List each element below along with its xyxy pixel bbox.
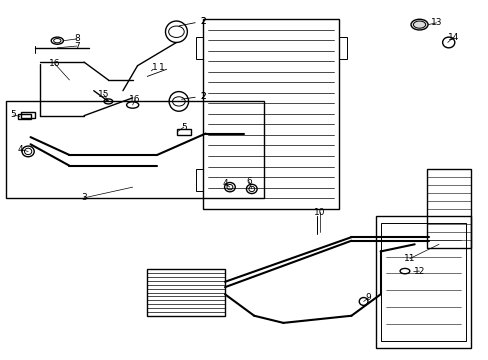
- Bar: [380, 223, 465, 341]
- Text: 9: 9: [365, 293, 370, 302]
- Bar: [147, 269, 224, 316]
- Text: 4: 4: [222, 179, 227, 188]
- Text: 1: 1: [159, 63, 164, 72]
- Text: 10: 10: [313, 208, 325, 217]
- Text: 5: 5: [181, 123, 186, 132]
- Text: 13: 13: [430, 18, 442, 27]
- Bar: [196, 169, 203, 191]
- Text: 2: 2: [201, 17, 206, 26]
- Bar: [375, 216, 469, 348]
- Bar: [6, 102, 264, 198]
- Text: 12: 12: [413, 267, 425, 276]
- Text: 15: 15: [98, 90, 109, 99]
- Text: 2: 2: [201, 91, 206, 100]
- Bar: [196, 37, 203, 59]
- Text: 6: 6: [246, 177, 252, 186]
- Text: 7: 7: [74, 41, 80, 50]
- Text: 2: 2: [179, 17, 206, 26]
- Text: 1: 1: [151, 63, 157, 72]
- Bar: [203, 19, 339, 208]
- Text: 16: 16: [49, 59, 61, 68]
- Text: 5: 5: [11, 111, 17, 120]
- Text: 16: 16: [129, 95, 141, 104]
- Bar: [19, 114, 30, 119]
- Text: 3: 3: [81, 193, 87, 202]
- Ellipse shape: [410, 19, 427, 30]
- Bar: [21, 112, 35, 118]
- Text: 14: 14: [447, 33, 458, 42]
- Bar: [177, 129, 191, 135]
- Text: 2: 2: [181, 91, 206, 100]
- Bar: [426, 169, 469, 248]
- Text: 8: 8: [74, 35, 80, 44]
- Bar: [339, 37, 346, 59]
- Text: 11: 11: [403, 254, 415, 263]
- Text: 4: 4: [18, 145, 23, 154]
